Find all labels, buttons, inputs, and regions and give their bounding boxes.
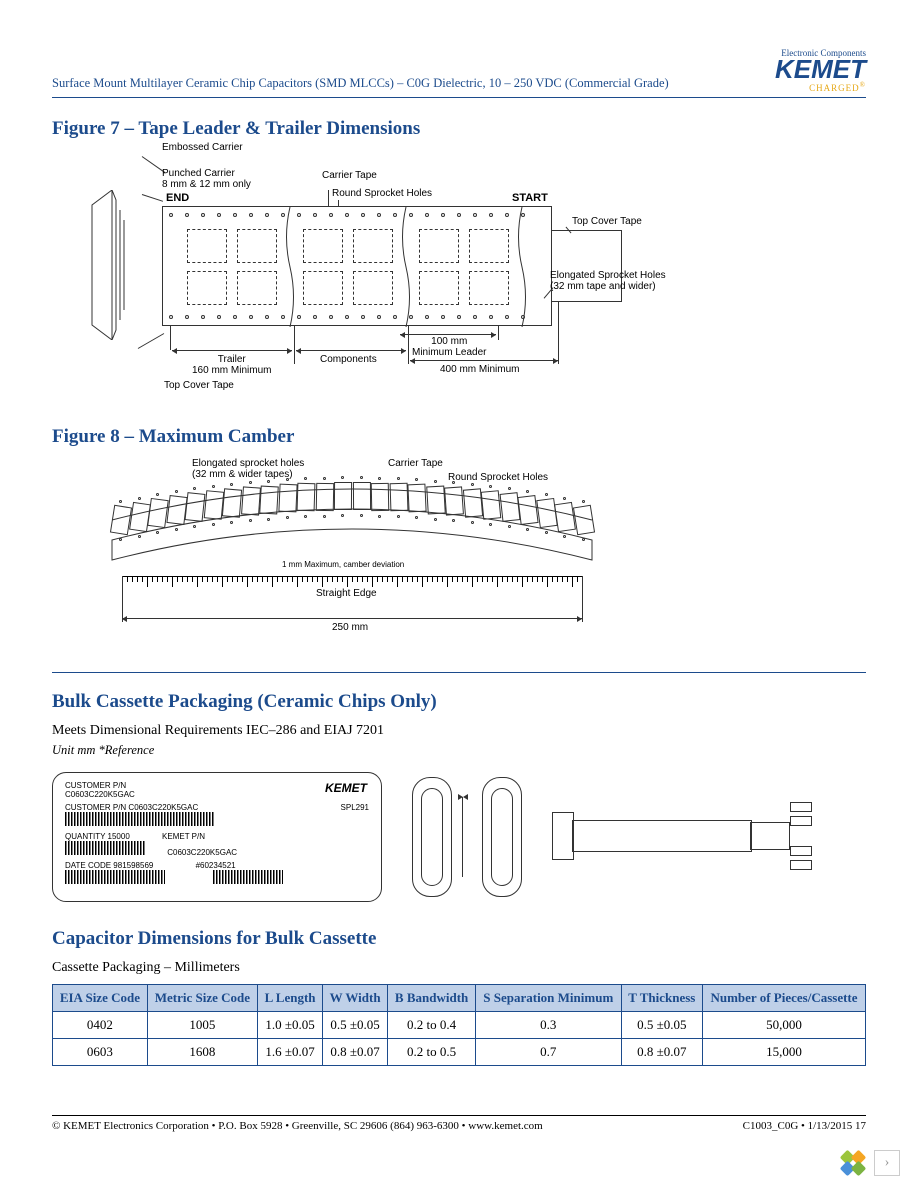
leader400-label: 400 mm Minimum [440,364,519,375]
bulk-subtext: Meets Dimensional Requirements IEC–286 a… [52,723,866,739]
end-label: END [166,192,189,204]
corner-logo-icon [840,1150,866,1176]
fig8-heading: Figure 8 – Maximum Camber [52,426,866,448]
top-cover-label-1: Top Cover Tape [572,216,642,227]
bulk-heading: Bulk Cassette Packaging (Ceramic Chips O… [52,691,866,713]
table-row: 040210051.0 ±0.050.5 ±0.050.2 to 0.40.30… [53,1012,866,1039]
table-row: 060316081.6 ±0.070.8 ±0.070.2 to 0.50.70… [53,1039,866,1066]
page-footer: © KEMET Electronics Corporation • P.O. B… [52,1115,866,1132]
round-sprocket-label: Round Sprocket Holes [332,188,432,199]
table-header: B Bandwidth [388,985,476,1012]
fig7-diagram: Embossed Carrier Punched Carrier 8 mm & … [82,150,812,410]
barcode-icon [213,870,283,884]
kemet-logo: Electronic Components KEMET CHARGED® [775,48,866,93]
page-header: Surface Mount Multilayer Ceramic Chip Ca… [52,48,866,93]
leader100-dim [400,334,496,335]
barcode-icon [65,870,165,884]
unit-note: Unit mm *Reference [52,743,866,758]
span-dim [122,618,582,619]
components-dim [296,350,406,351]
straight-edge-label: Straight Edge [316,588,377,599]
footer-right: C1003_C0G • 1/13/2015 17 [743,1120,866,1132]
carrier-tape-label: Carrier Tape [322,170,377,181]
dim-table-heading: Capacitor Dimensions for Bulk Cassette [52,928,866,950]
table-header: L Length [258,985,323,1012]
span-label: 250 mm [332,622,368,633]
document-title: Surface Mount Multilayer Ceramic Chip Ca… [52,76,669,93]
cassette-side-diagram [552,782,832,892]
elongated-label: Elongated Sprocket Holes (32 mm tape and… [550,270,666,292]
top-cover-label-2: Top Cover Tape [164,380,234,391]
reel-icon [82,190,127,340]
table-header: Number of Pieces/Cassette [703,985,866,1012]
barcode-icon [65,841,145,855]
start-label: START [512,192,548,204]
dim-table-subtext: Cassette Packaging – Millimeters [52,960,866,976]
cassette-label-diagram: KEMET CUSTOMER P/N C0603C220K5GAC CUSTOM… [52,772,382,902]
leader100-label: 100 mm Minimum Leader [412,336,486,358]
leader400-dim [410,360,558,361]
table-header: Metric Size Code [147,985,257,1012]
table-header: W Width [323,985,388,1012]
punched-label: Punched Carrier 8 mm & 12 mm only [162,168,251,190]
trailer-dim [172,350,292,351]
next-page-button[interactable]: › [874,1150,900,1176]
embossed-label: Embossed Carrier [162,142,243,153]
logo-brand: KEMET [775,58,866,81]
cassette-diagrams: KEMET CUSTOMER P/N C0603C220K5GAC CUSTOM… [52,772,866,902]
header-rule [52,97,866,98]
round-sprocket-label-f8: Round Sprocket Holes [448,472,548,483]
components-label: Components [320,354,377,365]
table-header: S Separation Minimum [476,985,622,1012]
trailer-label: Trailer 160 mm Minimum [192,354,271,376]
dimensions-table: EIA Size CodeMetric Size CodeL LengthW W… [52,984,866,1066]
max-camber-label: 1 mm Maximum, camber deviation [282,560,404,569]
tape-body [162,206,552,326]
cassette-logo: KEMET [325,781,367,795]
carrier-tape-label-f8: Carrier Tape [388,458,443,469]
cassette-end-diagram [412,777,452,897]
elongated-label-f8: Elongated sprocket holes (32 mm & wider … [192,458,304,480]
section-rule [52,672,866,673]
table-header: EIA Size Code [53,985,148,1012]
page-corner-nav: › [840,1150,900,1176]
cassette-end-diagram-2 [482,777,522,897]
barcode-icon [65,812,215,826]
fig7-heading: Figure 7 – Tape Leader & Trailer Dimensi… [52,118,866,140]
footer-left: © KEMET Electronics Corporation • P.O. B… [52,1120,543,1132]
fig8-diagram: Elongated sprocket holes (32 mm & wider … [82,458,642,648]
table-header: T Thickness [621,985,703,1012]
